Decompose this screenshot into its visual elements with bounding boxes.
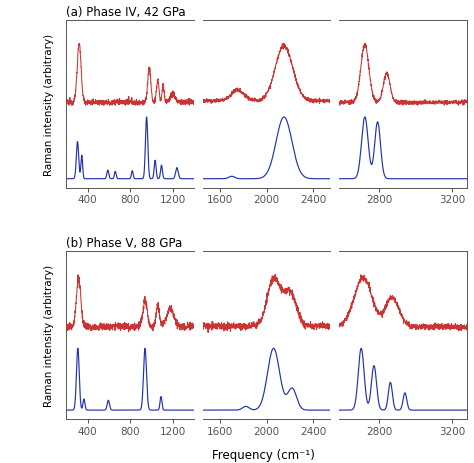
Y-axis label: Raman intensity (arbitrary): Raman intensity (arbitrary): [44, 34, 54, 175]
Y-axis label: Raman intensity (arbitrary): Raman intensity (arbitrary): [44, 264, 54, 406]
Text: (b) Phase V, 88 GPa: (b) Phase V, 88 GPa: [66, 237, 182, 250]
Text: Frequency (cm⁻¹): Frequency (cm⁻¹): [211, 448, 315, 461]
Text: (a) Phase IV, 42 GPa: (a) Phase IV, 42 GPa: [66, 6, 186, 19]
